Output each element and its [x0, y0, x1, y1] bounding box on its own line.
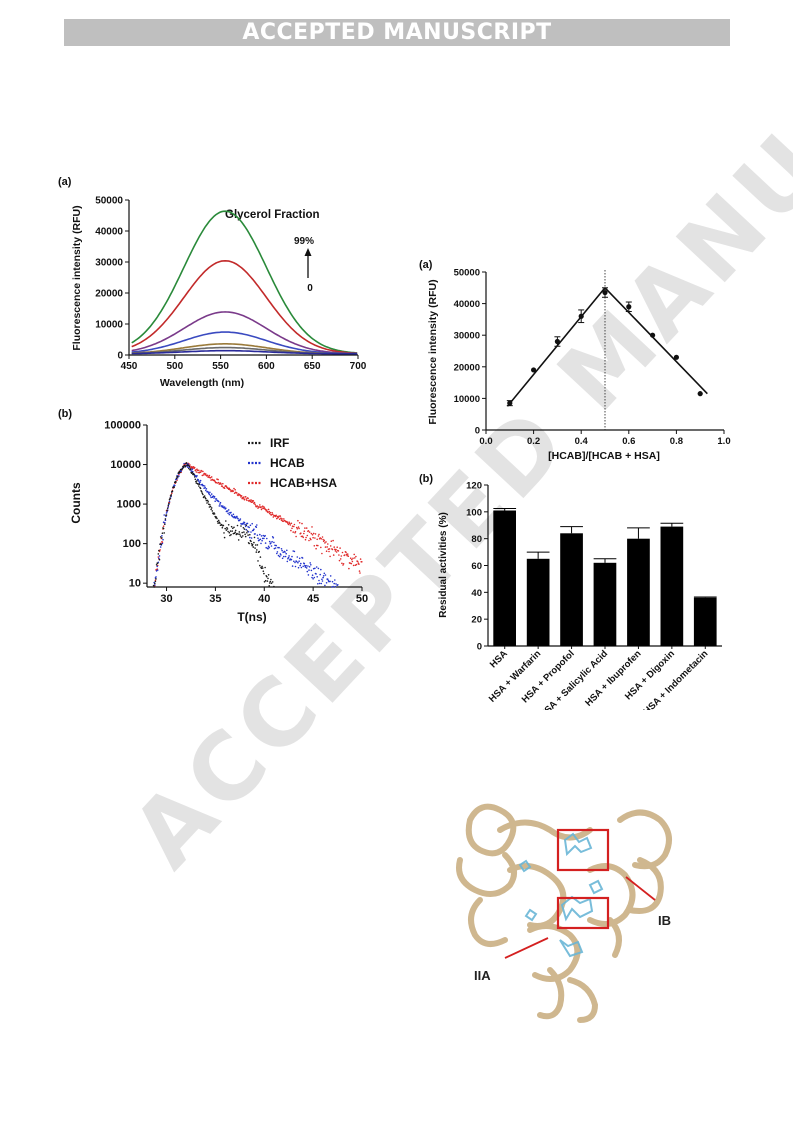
- y-tick-label: 0: [117, 351, 123, 362]
- chart-job-plot: (a) [HCAB]/[HCAB + HSA] Fluorescence int…: [419, 259, 731, 462]
- x-tick-label: 500: [166, 361, 183, 372]
- bar: [660, 526, 684, 646]
- panel-label-b-left: (b): [58, 408, 72, 420]
- pointer-line-iia: [504, 937, 549, 959]
- y-tick-label: 100: [466, 507, 482, 518]
- x-tick-label: 40: [258, 593, 270, 605]
- x-tick-label: 650: [304, 361, 321, 372]
- data-point: [650, 332, 656, 338]
- x-tick-label: 35: [209, 593, 221, 605]
- x-tick-label: 30: [160, 593, 172, 605]
- x-tick-label: 450: [121, 361, 138, 372]
- label-ib: IB: [658, 913, 671, 928]
- ligand-clusters: [518, 832, 604, 958]
- fit-line-rising: [506, 287, 606, 407]
- x-tick-label: 550: [212, 361, 229, 372]
- legend: IRF HCAB HCAB+HSA: [248, 436, 337, 490]
- data-point: [554, 338, 560, 345]
- y-tick-label: 10: [129, 578, 141, 590]
- y-tick-label: 10000: [110, 459, 141, 471]
- x-tick-label: 50: [356, 593, 368, 605]
- annotation-glycerol: Glycerol Fraction: [225, 209, 320, 221]
- bar: [593, 562, 617, 646]
- chart-residual-activities: (b) Residual activities (%) 0 20 40 60 80 100…: [419, 473, 722, 710]
- x-axis-label: T(ns): [237, 610, 266, 624]
- x-tick-label: 0.8: [670, 436, 683, 447]
- panel-label-b-right: (b): [419, 473, 433, 485]
- y-tick-label: 60: [471, 561, 482, 572]
- category-label: HSA: [488, 648, 510, 670]
- arrow-top-label: 99%: [294, 236, 314, 247]
- y-tick-label: 20000: [454, 362, 480, 373]
- data-point: [673, 354, 679, 360]
- y-tick-label: 10000: [95, 320, 123, 331]
- x-tick-label: 600: [258, 361, 275, 372]
- panel-label-a-left: (a): [58, 176, 72, 188]
- x-tick-label: 45: [307, 593, 319, 605]
- data-point: [697, 391, 703, 397]
- label-iia: IIA: [474, 968, 491, 983]
- legend-hcab: HCAB: [270, 456, 305, 470]
- x-tick-label: 0.6: [622, 436, 635, 447]
- x-tick-label: 0.0: [479, 436, 492, 447]
- data-point: [626, 304, 632, 310]
- y-tick-label: 100: [123, 538, 141, 550]
- spectrum-curve: [131, 311, 358, 355]
- y-tick-label: 50000: [454, 268, 480, 279]
- y-tick-label: 100000: [104, 420, 141, 432]
- legend-hcab-hsa: HCAB+HSA: [270, 476, 337, 490]
- y-tick-label: 30000: [95, 258, 123, 269]
- y-axis-label: Residual activities (%): [438, 512, 449, 618]
- y-tick-label: 20000: [95, 289, 123, 300]
- x-tick-label: 0.4: [575, 436, 589, 447]
- data-point: [531, 367, 537, 373]
- decay-series-irf: [152, 462, 275, 588]
- y-tick-label: 0: [475, 426, 480, 437]
- y-tick-label: 40: [471, 588, 482, 599]
- chart-decay: (b) T(ns) Counts IRF HCAB HCAB+HSA 30 35 4…: [58, 408, 368, 624]
- data-point: [602, 289, 608, 296]
- chart-spectra: (a) Wavelength (nm) Fluorescence intensi…: [58, 176, 367, 389]
- decay-series-hcab-hsa: [154, 462, 363, 587]
- x-axis-label: [HCAB]/[HCAB + HSA]: [548, 450, 660, 462]
- protein-structure-image: IB IIA: [456, 803, 672, 1023]
- manuscript-banner: ACCEPTED MANUSCRIPT: [64, 19, 730, 46]
- binding-site-ib-box: [556, 828, 610, 872]
- spectrum-curve: [131, 349, 358, 355]
- x-tick-label: 1.0: [717, 436, 730, 447]
- bar: [526, 558, 550, 646]
- y-axis-label: Fluorescence intensity (RFU): [71, 205, 83, 350]
- data-point: [578, 313, 584, 319]
- spectrum-curve: [131, 210, 358, 354]
- arrow-bottom-label: 0: [307, 283, 313, 294]
- y-tick-label: 1000: [117, 499, 141, 511]
- y-tick-label: 30000: [454, 331, 480, 342]
- legend-irf: IRF: [270, 436, 289, 450]
- y-tick-label: 20: [471, 615, 482, 626]
- x-tick-label: 0.2: [527, 436, 540, 447]
- y-tick-label: 40000: [454, 299, 480, 310]
- bar: [693, 597, 717, 646]
- bar: [493, 510, 516, 646]
- up-arrow-icon: [304, 248, 312, 278]
- y-tick-label: 50000: [95, 196, 123, 207]
- x-tick-label: 700: [350, 361, 367, 372]
- bar: [627, 538, 650, 646]
- binding-site-iia-box: [556, 896, 610, 930]
- data-point: [507, 400, 513, 406]
- x-axis-label: Wavelength (nm): [160, 377, 244, 389]
- pointer-line-ib: [625, 876, 656, 901]
- y-tick-label: 80: [471, 534, 482, 545]
- spectrum-curve: [131, 331, 358, 355]
- fit-line-falling: [604, 287, 708, 395]
- y-tick-label: 120: [466, 481, 482, 492]
- spectrum-curve: [131, 259, 358, 354]
- bar: [560, 533, 583, 646]
- y-tick-label: 40000: [95, 227, 123, 238]
- y-axis-label: Counts: [69, 482, 83, 524]
- y-tick-label: 10000: [454, 394, 480, 405]
- panel-label-a-right: (a): [419, 259, 433, 271]
- y-tick-label: 0: [477, 642, 482, 653]
- y-axis-label: Fluorescence intensity (RFU): [427, 279, 439, 424]
